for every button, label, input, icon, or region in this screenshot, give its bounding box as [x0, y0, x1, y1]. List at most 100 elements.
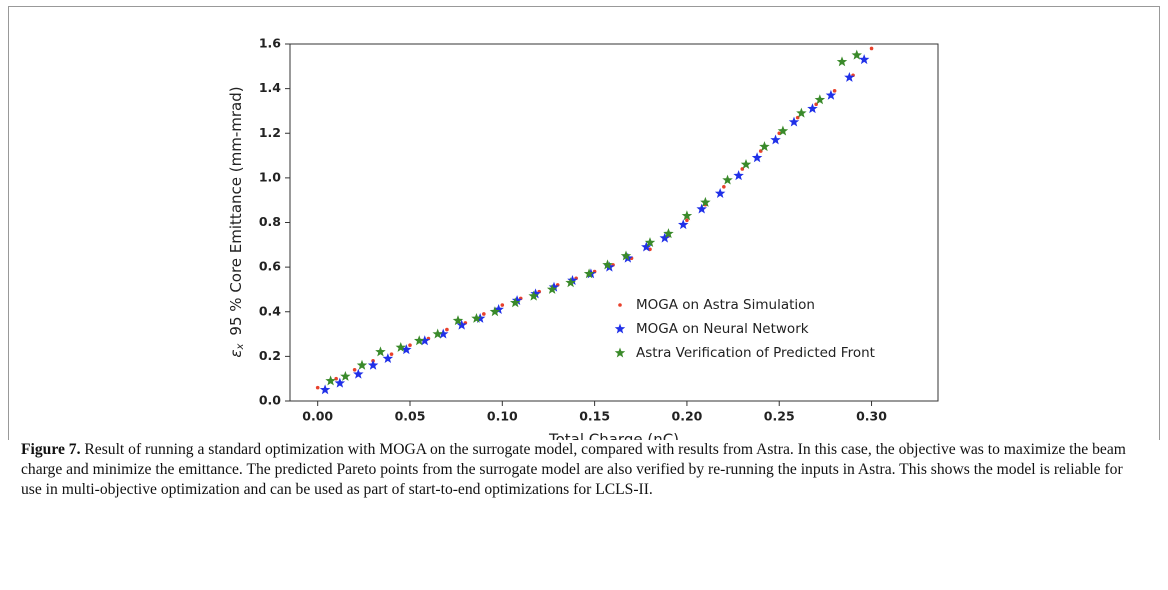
data-point — [832, 89, 837, 93]
data-point — [528, 290, 539, 301]
data-point — [414, 335, 425, 346]
data-point — [844, 71, 855, 82]
legend-marker — [614, 323, 626, 334]
data-point — [777, 125, 789, 136]
legend-label: MOGA on Neural Network — [636, 321, 809, 337]
data-point — [340, 370, 351, 381]
data-point — [382, 353, 394, 364]
data-point — [438, 328, 449, 339]
data-point — [659, 232, 670, 243]
data-point — [700, 196, 711, 207]
y-axis-symbol: ε — [227, 349, 245, 357]
data-point — [353, 368, 364, 379]
data-point — [796, 107, 807, 118]
data-point — [733, 170, 744, 181]
data-point — [510, 297, 521, 308]
y-tick-label: 1.0 — [259, 169, 281, 184]
data-point — [681, 210, 693, 221]
data-point — [685, 218, 689, 223]
data-point — [546, 283, 558, 294]
data-point — [367, 359, 379, 370]
data-point — [740, 158, 752, 169]
caption-text: Result of running a standard optimizatio… — [21, 441, 1126, 498]
x-tick-label: 0.05 — [395, 409, 426, 424]
series — [315, 46, 874, 390]
y-tick-label: 1.4 — [259, 80, 281, 95]
y-tick-label: 1.6 — [259, 36, 281, 51]
data-point — [315, 385, 320, 390]
data-point — [714, 187, 726, 198]
data-point — [500, 303, 505, 307]
data-point — [583, 268, 595, 279]
data-point — [788, 116, 800, 127]
data-point — [452, 315, 464, 326]
x-tick-label: 0.10 — [487, 409, 518, 424]
data-point — [722, 185, 726, 189]
data-point — [759, 141, 770, 152]
data-point — [678, 219, 689, 230]
legend-marker — [618, 303, 622, 307]
data-point — [419, 335, 430, 346]
y-tick-label: 0.6 — [259, 259, 281, 274]
data-point — [445, 327, 449, 332]
data-point — [352, 367, 357, 372]
data-point — [389, 352, 394, 356]
data-point — [325, 375, 336, 386]
data-point — [334, 377, 346, 388]
data-point — [432, 328, 443, 339]
data-point — [482, 312, 486, 316]
data-point — [375, 346, 386, 357]
x-tick-label: 0.20 — [672, 409, 703, 424]
x-tick-label: 0.00 — [302, 409, 333, 424]
caption: Figure 7. Result of running a standard o… — [21, 440, 1146, 500]
series — [319, 54, 870, 395]
data-point — [408, 343, 412, 348]
data-point — [644, 237, 656, 248]
x-tick-label: 0.15 — [579, 409, 610, 424]
y-tick-label: 0.2 — [259, 348, 281, 363]
data-point — [869, 46, 874, 51]
data-point — [620, 250, 632, 261]
y-axis-title: 95 % Core Emittance (mm-mrad) — [227, 86, 245, 335]
data-point — [825, 89, 837, 100]
data-point — [489, 306, 501, 317]
data-point — [836, 56, 848, 67]
data-point — [851, 49, 862, 60]
data-point — [395, 341, 406, 352]
data-point — [401, 344, 412, 355]
data-point — [696, 203, 707, 214]
legend-marker — [614, 347, 626, 358]
data-point — [807, 103, 818, 114]
data-point — [565, 277, 576, 288]
data-point — [456, 319, 467, 330]
data-point — [548, 281, 560, 292]
data-point — [530, 288, 541, 299]
y-axis-subscript: x — [235, 343, 246, 350]
data-point — [356, 359, 368, 370]
data-point — [493, 304, 504, 314]
x-tick-label: 0.30 — [856, 409, 887, 424]
data-point — [722, 174, 733, 185]
y-tick-label: 0.0 — [259, 393, 281, 408]
x-axis-label: Total Charge (nC) — [548, 431, 679, 441]
y-tick-label: 0.8 — [259, 214, 281, 229]
data-point — [858, 54, 870, 65]
data-point — [770, 134, 781, 145]
data-point — [471, 312, 482, 323]
legend-label: Astra Verification of Predicted Front — [636, 345, 875, 361]
data-point — [663, 228, 674, 239]
data-point — [641, 241, 652, 252]
y-tick-label: 0.4 — [259, 303, 281, 318]
x-tick-label: 0.25 — [764, 409, 795, 424]
caption-label: Figure 7. — [21, 441, 81, 458]
data-point — [567, 275, 578, 285]
y-axis-label: εx 95 % Core Emittance (mm-mrad) — [227, 86, 247, 357]
data-point — [751, 152, 763, 163]
legend-label: MOGA on Astra Simulation — [636, 297, 815, 313]
data-point — [814, 94, 826, 105]
data-point — [602, 259, 613, 270]
data-point — [319, 384, 331, 395]
data-point — [511, 295, 523, 306]
y-tick-label: 1.2 — [259, 125, 281, 140]
